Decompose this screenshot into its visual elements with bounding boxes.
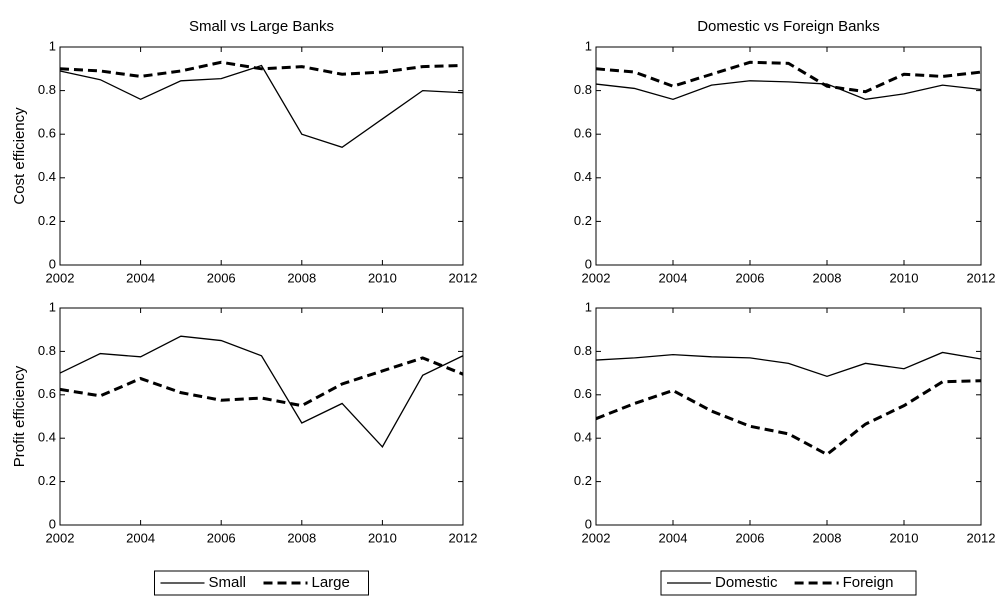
legend: Small Large bbox=[154, 570, 369, 596]
y-tick-label: 1 bbox=[585, 299, 592, 314]
series-line bbox=[59, 64, 464, 148]
plot-frame bbox=[59, 307, 464, 526]
x-tick-label: 2012 bbox=[967, 530, 996, 545]
series-line bbox=[59, 356, 464, 408]
y-tick-label: 1 bbox=[49, 299, 56, 314]
x-tick-label: 2006 bbox=[207, 270, 236, 285]
chart-title: Domestic vs Foreign Banks bbox=[697, 18, 880, 35]
series-line bbox=[59, 60, 464, 78]
x-tick-label: 2002 bbox=[46, 270, 75, 285]
x-tick-label: 2002 bbox=[582, 270, 611, 285]
y-tick-label: 0.2 bbox=[574, 213, 592, 228]
y-tick-label: 0 bbox=[49, 256, 56, 271]
x-tick-label: 2010 bbox=[890, 270, 919, 285]
y-tick-label: 0.4 bbox=[574, 430, 592, 445]
x-tick-label: 2004 bbox=[126, 270, 155, 285]
x-tick-label: 2002 bbox=[46, 530, 75, 545]
y-axis-label: Profit efficiency bbox=[11, 365, 28, 467]
series-line bbox=[595, 379, 982, 457]
y-tick-label: 0.6 bbox=[574, 386, 592, 401]
plot-frame bbox=[595, 307, 982, 526]
x-tick-label: 2008 bbox=[287, 270, 316, 285]
legend: Domestic Foreign bbox=[660, 570, 917, 596]
x-tick-label: 2012 bbox=[967, 270, 996, 285]
plot-frame bbox=[59, 46, 464, 266]
legend-label: Small bbox=[209, 574, 247, 591]
series-line bbox=[595, 60, 982, 94]
x-tick-label: 2006 bbox=[207, 530, 236, 545]
x-tick-label: 2004 bbox=[659, 270, 688, 285]
y-tick-label: 0.4 bbox=[38, 430, 56, 445]
y-tick-label: 1 bbox=[585, 38, 592, 53]
y-tick-label: 1 bbox=[49, 38, 56, 53]
legend-label: Domestic bbox=[715, 574, 778, 591]
y-tick-label: 0.8 bbox=[38, 82, 56, 97]
x-tick-label: 2010 bbox=[368, 530, 397, 545]
y-tick-label: 0.8 bbox=[38, 343, 56, 358]
y-axis-label: Cost efficiency bbox=[11, 107, 28, 205]
plot-frame bbox=[595, 46, 982, 266]
y-tick-label: 0.2 bbox=[574, 473, 592, 488]
series-line bbox=[595, 80, 982, 101]
legend-label: Large bbox=[312, 574, 350, 591]
x-tick-label: 2012 bbox=[449, 530, 478, 545]
y-tick-label: 0 bbox=[585, 516, 592, 531]
y-tick-label: 0.4 bbox=[574, 169, 592, 184]
y-tick-label: 0.6 bbox=[574, 126, 592, 141]
y-tick-label: 0 bbox=[49, 516, 56, 531]
chart-title: Small vs Large Banks bbox=[189, 18, 334, 35]
y-tick-label: 0.2 bbox=[38, 473, 56, 488]
y-tick-label: 0.8 bbox=[574, 343, 592, 358]
series-line bbox=[595, 351, 982, 378]
legend-label: Foreign bbox=[843, 574, 894, 591]
x-tick-label: 2008 bbox=[813, 530, 842, 545]
y-tick-label: 0.2 bbox=[38, 213, 56, 228]
x-tick-label: 2008 bbox=[813, 270, 842, 285]
y-tick-label: 0.8 bbox=[574, 82, 592, 97]
x-tick-label: 2004 bbox=[659, 530, 688, 545]
x-tick-label: 2006 bbox=[736, 270, 765, 285]
x-tick-label: 2012 bbox=[449, 270, 478, 285]
y-tick-label: 0 bbox=[585, 256, 592, 271]
x-tick-label: 2006 bbox=[736, 530, 765, 545]
x-tick-label: 2004 bbox=[126, 530, 155, 545]
y-tick-label: 0.4 bbox=[38, 169, 56, 184]
x-tick-label: 2010 bbox=[368, 270, 397, 285]
x-tick-label: 2010 bbox=[890, 530, 919, 545]
series-line bbox=[59, 335, 464, 448]
y-tick-label: 0.6 bbox=[38, 126, 56, 141]
x-tick-label: 2002 bbox=[582, 530, 611, 545]
x-tick-label: 2008 bbox=[287, 530, 316, 545]
y-tick-label: 0.6 bbox=[38, 386, 56, 401]
